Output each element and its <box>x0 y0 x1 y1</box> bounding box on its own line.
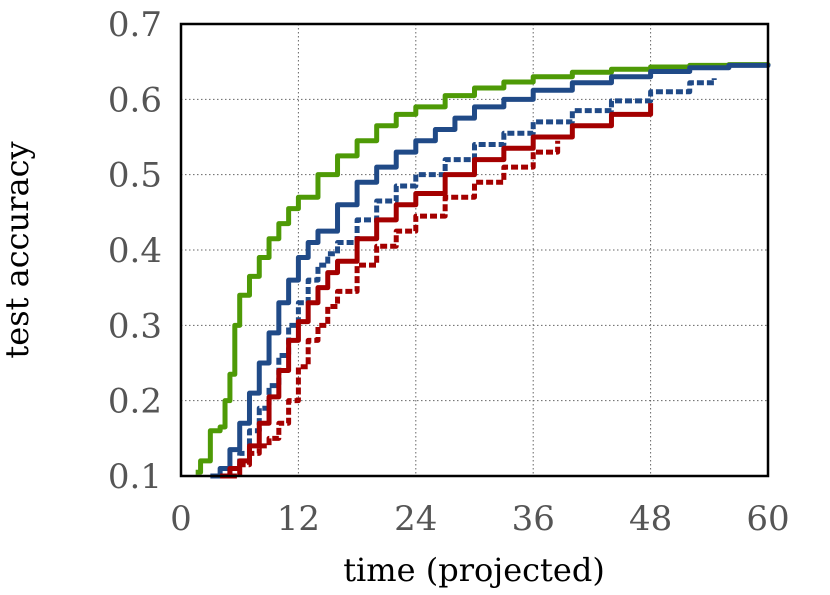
y-tick-label: 0.3 <box>108 306 162 346</box>
y-tick-label: 0.7 <box>108 5 162 45</box>
x-tick-label: 24 <box>394 499 437 539</box>
y-tick-label: 0.6 <box>108 80 162 120</box>
grid-layer <box>181 24 768 476</box>
series-line-1 <box>195 62 771 475</box>
y-tick-label: 0.5 <box>108 156 162 196</box>
y-axis-label: test accuracy <box>0 141 36 358</box>
y-tick-label: 0.4 <box>108 231 162 271</box>
x-tick-labels: 0 12 24 36 48 60 <box>170 499 789 539</box>
x-tick-label: 60 <box>746 499 789 539</box>
series-line-5 <box>229 140 561 479</box>
series-layer <box>195 62 771 479</box>
x-tick-label: 0 <box>170 499 192 539</box>
x-tick-label: 12 <box>277 499 320 539</box>
x-axis-label: time (projected) <box>343 551 605 589</box>
x-tick-label: 48 <box>629 499 672 539</box>
y-tick-labels: 0.1 0.2 0.3 0.4 0.5 0.6 0.7 <box>108 5 162 497</box>
y-tick-label: 0.2 <box>108 382 162 422</box>
series-line-4 <box>220 103 654 479</box>
series-line-3 <box>220 78 717 479</box>
series-line-2 <box>210 62 771 479</box>
x-tick-label: 36 <box>512 499 555 539</box>
plot-frame <box>179 22 770 478</box>
y-tick-label: 0.1 <box>108 457 162 497</box>
